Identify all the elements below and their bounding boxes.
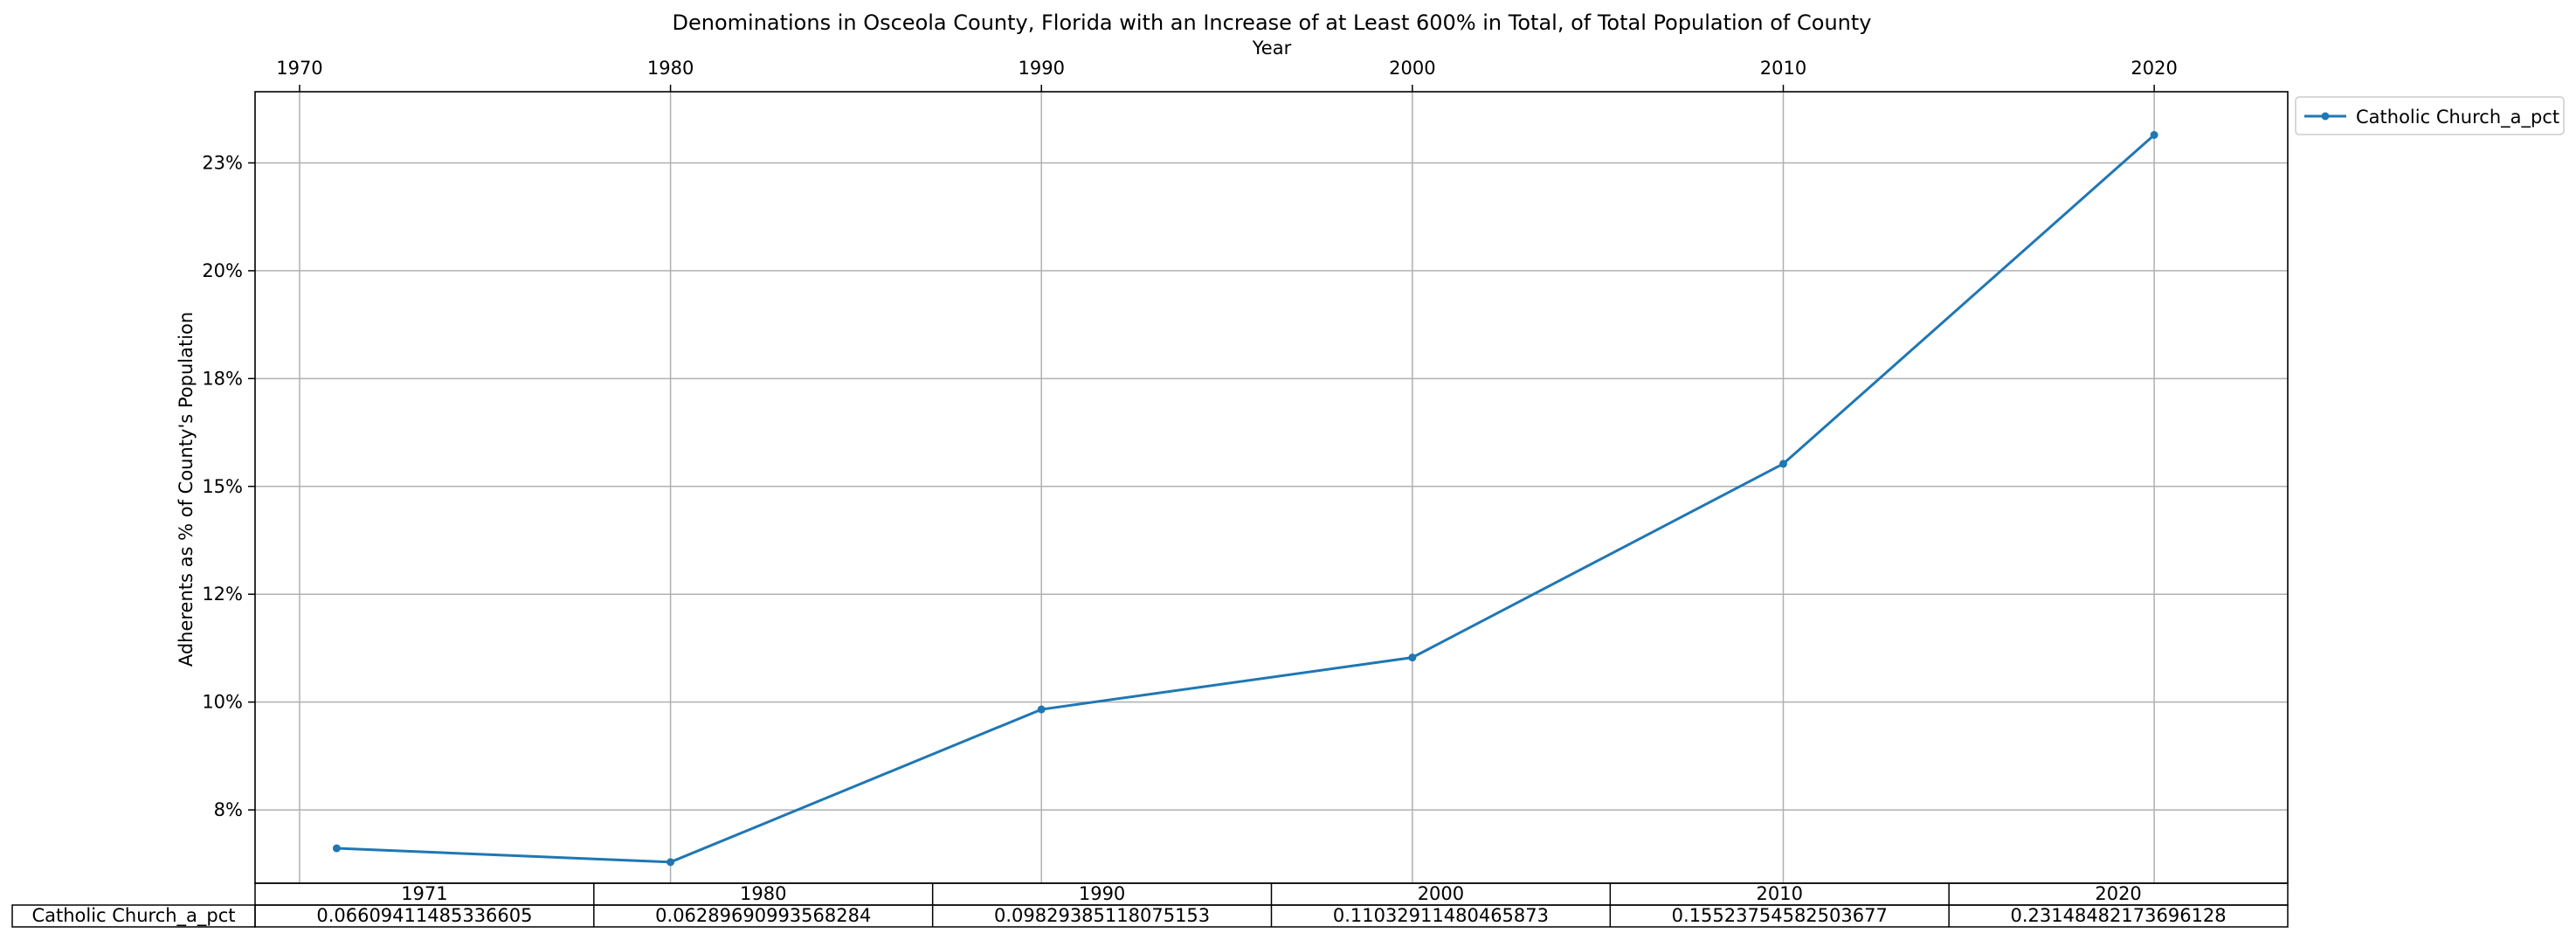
y-axis-label: Adherents as % of County's Population	[176, 312, 197, 667]
data-point	[2150, 130, 2158, 139]
x-axis-ticks: 1970 1980 1990 2000 2010 2020	[276, 58, 2178, 92]
y-tick-label: 12%	[202, 584, 243, 605]
y-tick-label: 23%	[202, 152, 243, 173]
table-cell: 0.15523754582503677	[1672, 905, 1888, 926]
table-column-header: 2010	[1757, 883, 1803, 904]
table-cell: 0.11032911480465873	[1333, 905, 1549, 926]
table-column-header: 1971	[401, 883, 447, 904]
plot-frame	[254, 91, 2289, 884]
legend: Catholic Church_a_pct	[2295, 96, 2565, 135]
table-cell: 0.06289690993568284	[655, 905, 871, 926]
x-tick-label: 2010	[1760, 58, 1806, 79]
legend-box	[2295, 96, 2565, 135]
y-tick-label: 15%	[202, 476, 243, 497]
table-cell: 0.09829385118075153	[994, 905, 1210, 926]
x-axis-label: Year	[1252, 38, 1292, 59]
x-tick-label: 2000	[1389, 58, 1435, 79]
table-column-header: 1980	[740, 883, 786, 904]
y-tick-label: 8%	[214, 799, 243, 820]
legend-entry: Catholic Church_a_pct	[2356, 107, 2559, 128]
table-cell: 0.23148482173696128	[2010, 905, 2226, 926]
y-tick-label: 10%	[202, 692, 243, 713]
y-tick-label: 20%	[202, 260, 243, 281]
table-row-label: Catholic Church_a_pct	[31, 905, 235, 927]
table-column-header: 2000	[1418, 883, 1464, 904]
table-column-header: 2020	[2095, 883, 2141, 904]
table-row-label-cell	[11, 904, 256, 928]
series-line	[336, 134, 2156, 864]
y-tick-label: 18%	[202, 368, 243, 389]
x-tick-label: 2020	[2131, 58, 2177, 79]
data-point	[332, 844, 341, 853]
table-column-header: 1990	[1079, 883, 1125, 904]
data-point	[1408, 653, 1417, 662]
data-point	[666, 858, 675, 867]
data-point	[1778, 460, 1787, 468]
table-cell: 0.06609411485336605	[316, 905, 532, 926]
data-point	[1037, 705, 1046, 714]
x-tick-label: 1970	[276, 58, 322, 79]
grid	[255, 92, 2288, 883]
chart-title: Denominations in Osceola County, Florida…	[673, 10, 1872, 35]
x-tick-label: 1980	[647, 58, 694, 79]
series-catholic-church	[332, 130, 2158, 867]
y-axis-ticks: 8% 10% 12% 15% 18% 20% 23%	[202, 152, 255, 820]
legend-marker	[2321, 112, 2330, 121]
x-tick-label: 1990	[1018, 58, 1064, 79]
